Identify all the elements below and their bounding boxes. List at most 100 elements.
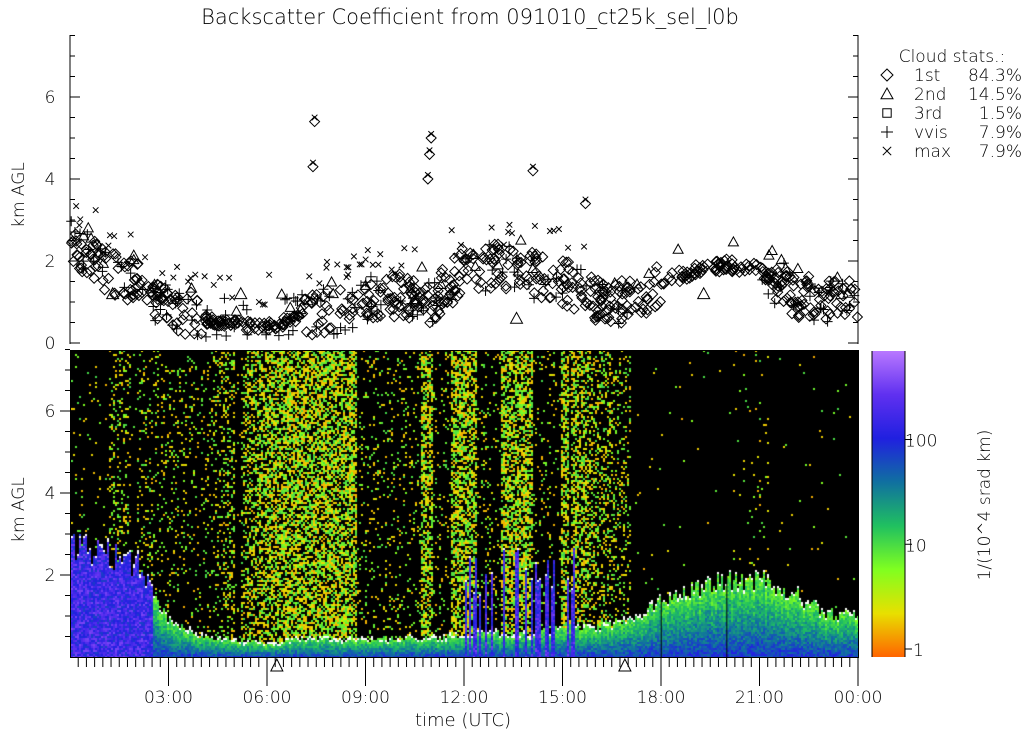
first-cloud-point [354,306,367,318]
max-point [388,266,395,273]
max-point [201,273,208,280]
max-point [531,222,539,230]
first-cloud-point [423,148,436,161]
first-cloud-point [473,282,485,295]
second-cloud-point [643,267,655,278]
y-tick-label: 6 [45,88,56,108]
bottom-ylabel: km AGL [9,477,29,543]
first-cloud-point [336,303,348,315]
first-cloud-point [210,318,222,331]
first-cloud-point [658,278,670,290]
first-cloud-point [625,303,638,316]
vvis-point [617,285,628,296]
first-cloud-point [312,318,325,330]
max-point [508,230,516,237]
max-point [173,263,181,271]
first-cloud-point [102,272,115,285]
max-point [225,274,233,281]
first-cloud-point [713,266,726,278]
vvis-point [371,276,382,287]
vvis-point [366,301,377,312]
second-cloud-point [514,234,527,245]
legend-value: 1.5% [979,104,1022,124]
first-cloud-point [562,256,575,268]
first-cloud-point [76,266,88,278]
vvis-point [201,309,212,320]
vvis-point [575,264,586,275]
first-cloud-point [663,271,676,284]
vvis-point [191,299,202,310]
xlabel: time (UTC) [415,710,511,730]
first-cloud-point [770,293,782,306]
vvis-point [484,239,495,250]
triangle-marker-icon [618,657,632,672]
first-cloud-point [561,300,573,312]
first-cloud-point [473,265,486,278]
first-cloud-point [458,254,470,266]
first-cloud-point [594,293,606,305]
vvis-point [173,292,184,303]
second-cloud-point [526,262,539,273]
first-cloud-point [605,315,617,328]
first-cloud-point [560,256,573,268]
vvis-point [261,329,272,340]
first-cloud-point [770,263,783,276]
first-cloud-point [118,257,130,269]
max-point [334,261,341,268]
first-cloud-point [449,285,461,297]
first-cloud-point [655,278,668,290]
vvis-point [446,294,457,305]
vvis-point [581,280,592,291]
vvis-point [95,243,106,254]
first-cloud-point [784,289,796,301]
legend-label: 1st [914,66,940,86]
vvis-point [318,284,329,295]
vvis-point [405,299,416,310]
first-cloud-point [784,270,796,283]
first-cloud-point [616,288,629,300]
vvis-point [597,279,608,290]
first-cloud-point [603,311,615,324]
first-cloud-point [597,278,609,290]
second-cloud-point [325,275,338,287]
vvis-point [161,309,172,320]
first-cloud-point [555,283,568,296]
first-cloud-point [306,297,318,310]
vvis-point [315,295,326,306]
heatmap-frame [70,350,859,658]
second-cloud-point [97,257,110,268]
first-cloud-point [435,272,448,284]
max-point [364,246,371,254]
plus-icon [881,126,893,138]
second-cloud-point [404,282,417,294]
first-cloud-point [830,297,843,310]
first-cloud-point [640,291,652,303]
vvis-point [406,298,417,309]
first-cloud-point [181,293,193,305]
second-cloud-point [509,311,524,324]
max-point [401,245,408,252]
second-cloud-point [233,286,248,300]
first-cloud-point [552,270,564,283]
vvis-point [407,311,418,322]
y-tick-label: 0 [45,334,56,354]
max-point [428,130,435,138]
first-cloud-point [229,314,241,326]
first-cloud-point [389,271,402,283]
max-point [580,243,588,250]
vvis-point [362,314,373,325]
second-cloud-point [835,288,847,300]
first-cloud-point [382,293,394,305]
second-cloud-point [359,279,372,290]
max-point [106,232,114,239]
second-cloud-point [185,282,198,293]
first-cloud-point [217,315,229,327]
first-cloud-point [485,277,498,289]
first-cloud-point [151,313,164,325]
vvis-point [837,278,848,289]
vvis-point [148,301,159,312]
vvis-point [763,288,774,299]
vvis-point [809,315,820,326]
vvis-point [595,285,606,296]
